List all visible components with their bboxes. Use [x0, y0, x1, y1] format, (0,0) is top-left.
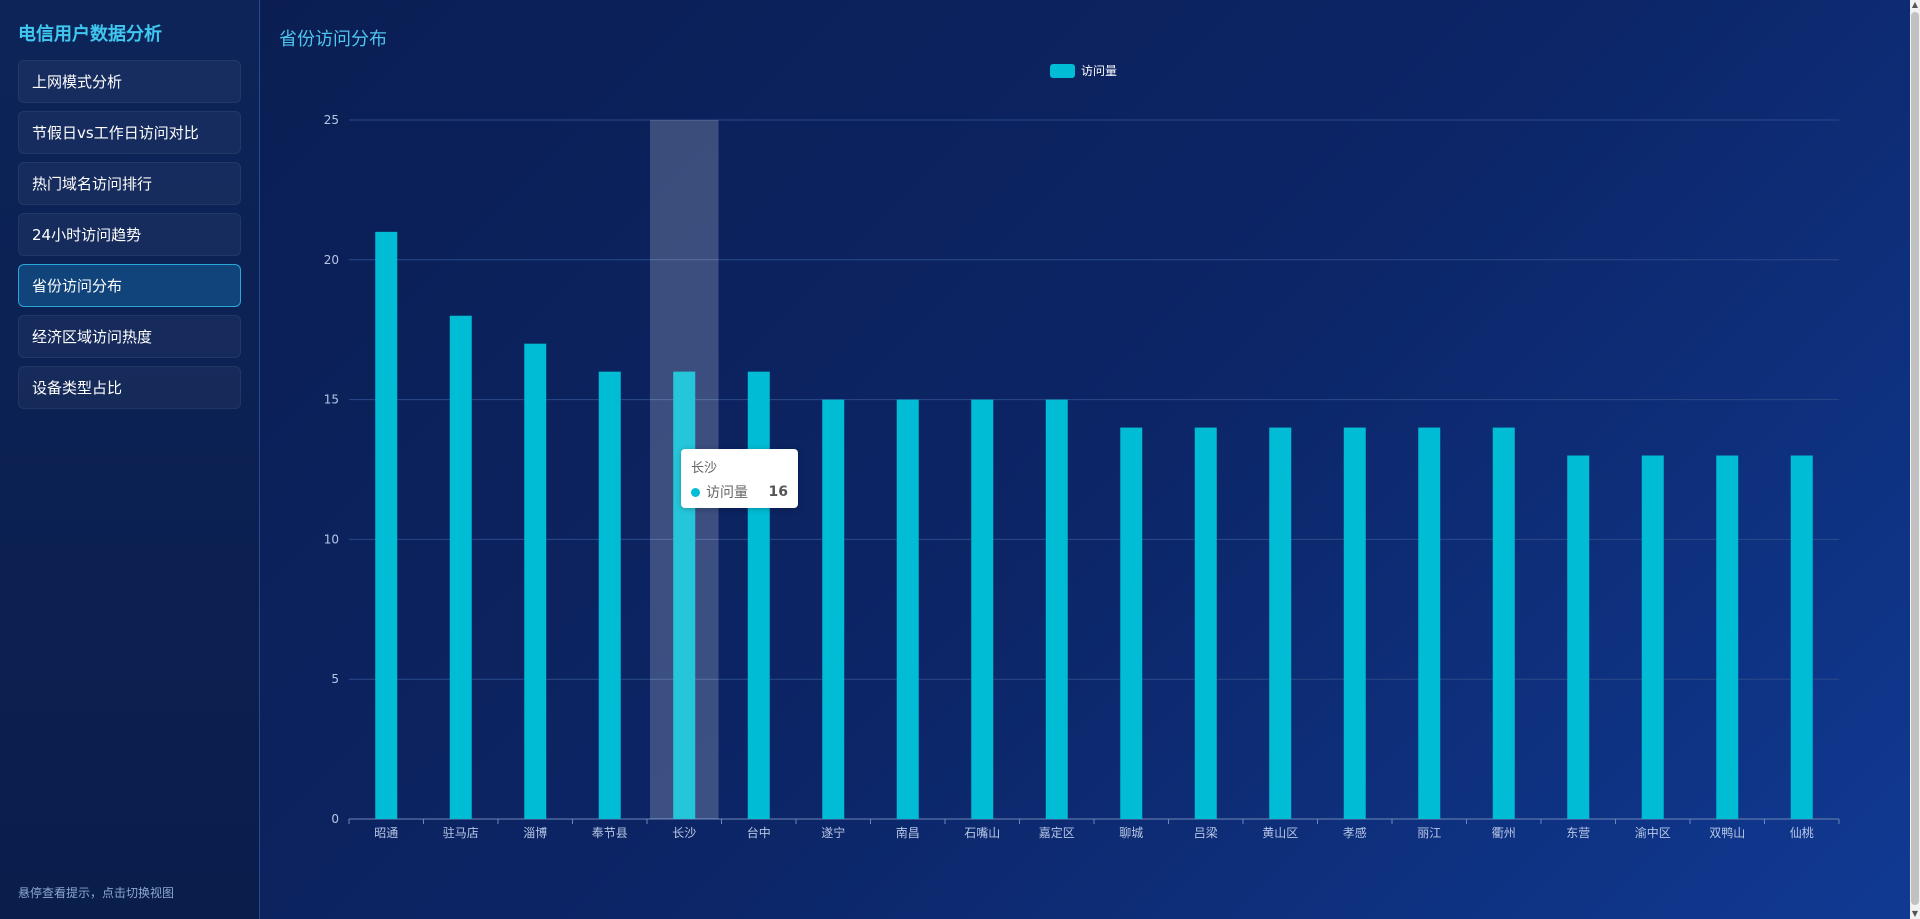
scrollbar-thumb[interactable] — [1911, 12, 1919, 905]
x-tick-label: 驻马店 — [443, 825, 479, 840]
tooltip-series-name: 访问量 — [706, 485, 748, 501]
vertical-scrollbar[interactable]: ▲ ▼ — [1910, 0, 1920, 919]
page-title: 省份访问分布 — [279, 29, 387, 50]
scroll-up-arrow-icon[interactable]: ▲ — [1911, 0, 1919, 9]
bar[interactable] — [375, 231, 398, 820]
x-tick-label: 孝感 — [1343, 825, 1367, 840]
bar[interactable] — [1045, 399, 1068, 819]
tooltip-value: 16 — [768, 484, 788, 500]
bar[interactable] — [1492, 427, 1515, 819]
x-tick-label: 嘉定区 — [1039, 825, 1075, 840]
sidebar-item-label: 热门域名访问排行 — [32, 175, 153, 193]
sidebar-menu: 上网模式分析 节假日vs工作日访问对比 热门域名访问排行 24小时访问趋势 省份… — [18, 60, 241, 417]
bar[interactable] — [673, 371, 696, 819]
chart-tooltip: 长沙 访问量 16 — [681, 449, 798, 508]
bar[interactable] — [1641, 455, 1664, 819]
bar[interactable] — [1716, 455, 1739, 819]
x-tick-label: 东营 — [1566, 826, 1590, 840]
sidebar-item-device-type-share[interactable]: 设备类型占比 — [18, 366, 241, 409]
sidebar-item-24h-trend[interactable]: 24小时访问趋势 — [18, 213, 241, 256]
x-tick-label: 石嘴山 — [964, 826, 1000, 840]
sidebar-item-label: 经济区域访问热度 — [32, 328, 153, 346]
y-tick-label: 0 — [331, 812, 339, 826]
legend-swatch[interactable] — [1050, 64, 1075, 78]
bar[interactable] — [747, 371, 770, 819]
bar[interactable] — [1194, 427, 1217, 819]
x-tick-label: 长沙 — [672, 826, 696, 840]
sidebar-item-holiday-vs-workday[interactable]: 节假日vs工作日访问对比 — [18, 111, 241, 154]
sidebar-item-label: 节假日vs工作日访问对比 — [32, 124, 199, 142]
x-tick-label: 吕梁 — [1194, 825, 1218, 840]
bar[interactable] — [896, 399, 919, 819]
y-tick-label: 10 — [324, 532, 339, 546]
sidebar-item-province-distribution[interactable]: 省份访问分布 — [18, 264, 241, 307]
x-tick-label: 淄博 — [523, 825, 547, 840]
tooltip-series-dot — [691, 487, 700, 497]
bar[interactable] — [1269, 427, 1292, 819]
sidebar-item-label: 设备类型占比 — [32, 379, 123, 397]
sidebar-item-label: 24小时访问趋势 — [32, 226, 142, 244]
x-tick-label: 奉节县 — [592, 826, 628, 840]
tooltip-title: 长沙 — [691, 461, 718, 476]
sidebar-item-label: 上网模式分析 — [32, 73, 123, 91]
bar[interactable] — [1418, 427, 1441, 819]
app-title: 电信用户数据分析 — [18, 24, 162, 45]
sidebar-hint: 悬停查看提示，点击切换视图 — [18, 886, 175, 900]
bar[interactable] — [449, 315, 472, 819]
sidebar-item-label: 省份访问分布 — [32, 277, 123, 295]
y-tick-label: 25 — [324, 113, 339, 127]
bar[interactable] — [524, 343, 547, 819]
main-panel: 省份访问分布 — [261, 0, 1910, 919]
sidebar: 电信用户数据分析 上网模式分析 节假日vs工作日访问对比 热门域名访问排行 24… — [0, 0, 260, 919]
bar[interactable] — [1343, 427, 1366, 819]
bar[interactable] — [1790, 455, 1813, 819]
y-tick-label: 20 — [324, 253, 339, 267]
sidebar-item-browsing-mode[interactable]: 上网模式分析 — [18, 60, 241, 103]
x-tick-label: 黄山区 — [1262, 826, 1298, 840]
y-tick-label: 5 — [331, 672, 339, 686]
x-tick-label: 昭通 — [374, 826, 398, 840]
x-tick-label: 双鸭山 — [1709, 826, 1745, 840]
bar[interactable] — [822, 399, 845, 819]
tooltip-row: 访问量 16 — [691, 482, 788, 502]
x-tick-label: 衢州 — [1492, 826, 1516, 840]
x-tick-label: 南昌 — [896, 825, 920, 840]
x-tick-label: 聊城 — [1119, 826, 1143, 840]
x-tick-label: 渝中区 — [1635, 825, 1671, 840]
scroll-down-arrow-icon[interactable]: ▼ — [1911, 909, 1919, 918]
x-tick-label: 台中 — [747, 825, 771, 840]
x-tick-label: 遂宁 — [821, 825, 845, 840]
sidebar-item-top-domains[interactable]: 热门域名访问排行 — [18, 162, 241, 205]
bar[interactable] — [1120, 427, 1143, 819]
x-tick-label: 仙桃 — [1790, 825, 1814, 840]
bar[interactable] — [971, 399, 994, 819]
sidebar-item-economic-region-heat[interactable]: 经济区域访问热度 — [18, 315, 241, 358]
bar[interactable] — [598, 371, 621, 819]
legend-label[interactable]: 访问量 — [1081, 64, 1117, 78]
x-tick-label: 丽江 — [1417, 826, 1441, 840]
bar[interactable] — [1567, 455, 1590, 819]
y-tick-label: 15 — [324, 393, 339, 407]
